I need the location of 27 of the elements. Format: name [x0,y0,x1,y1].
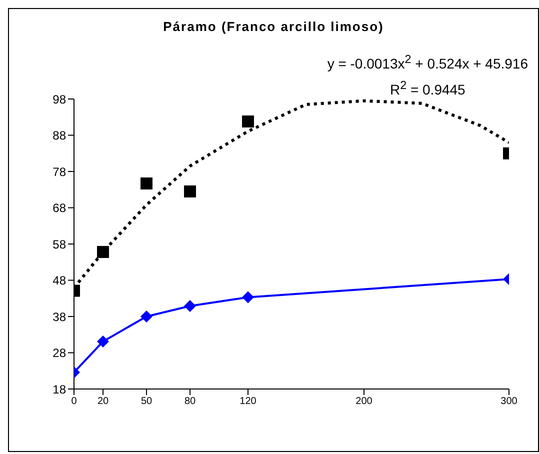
y-tick-label: 48 [52,274,66,288]
x-tick-label: 300 [500,396,518,408]
chart-title: Páramo (Franco arcillo limoso) [162,19,385,34]
text: y = -0.0013x$^{2}$ + 0.524x + 45.916 [327,52,528,74]
x-tick-label: 200 [356,396,373,408]
y-tick-label: 38 [52,310,66,324]
x-tick-label: 50 [140,396,152,408]
point [140,310,152,322]
x-tick-label: 120 [240,396,257,408]
point [140,177,152,190]
y-tick-label: 18 [52,382,66,396]
y-tick-label: 58 [52,237,66,252]
x-tick-label: 20 [97,396,109,408]
y-tick-label: 68 [52,201,66,216]
point [184,185,196,198]
x-tick-label: 80 [184,396,196,408]
y-tick-label: 78 [52,164,66,179]
text: R$^{2}$ = 0.9445 [388,78,466,100]
point [242,291,254,304]
point [97,246,109,258]
y-tick-label: 28 [52,346,66,360]
point [97,336,109,348]
x-tick-label: 0 [71,396,78,408]
point [184,300,196,312]
y-tick-label: 88 [52,128,66,143]
y-tick-label: 98 [52,92,66,106]
point [242,115,254,128]
